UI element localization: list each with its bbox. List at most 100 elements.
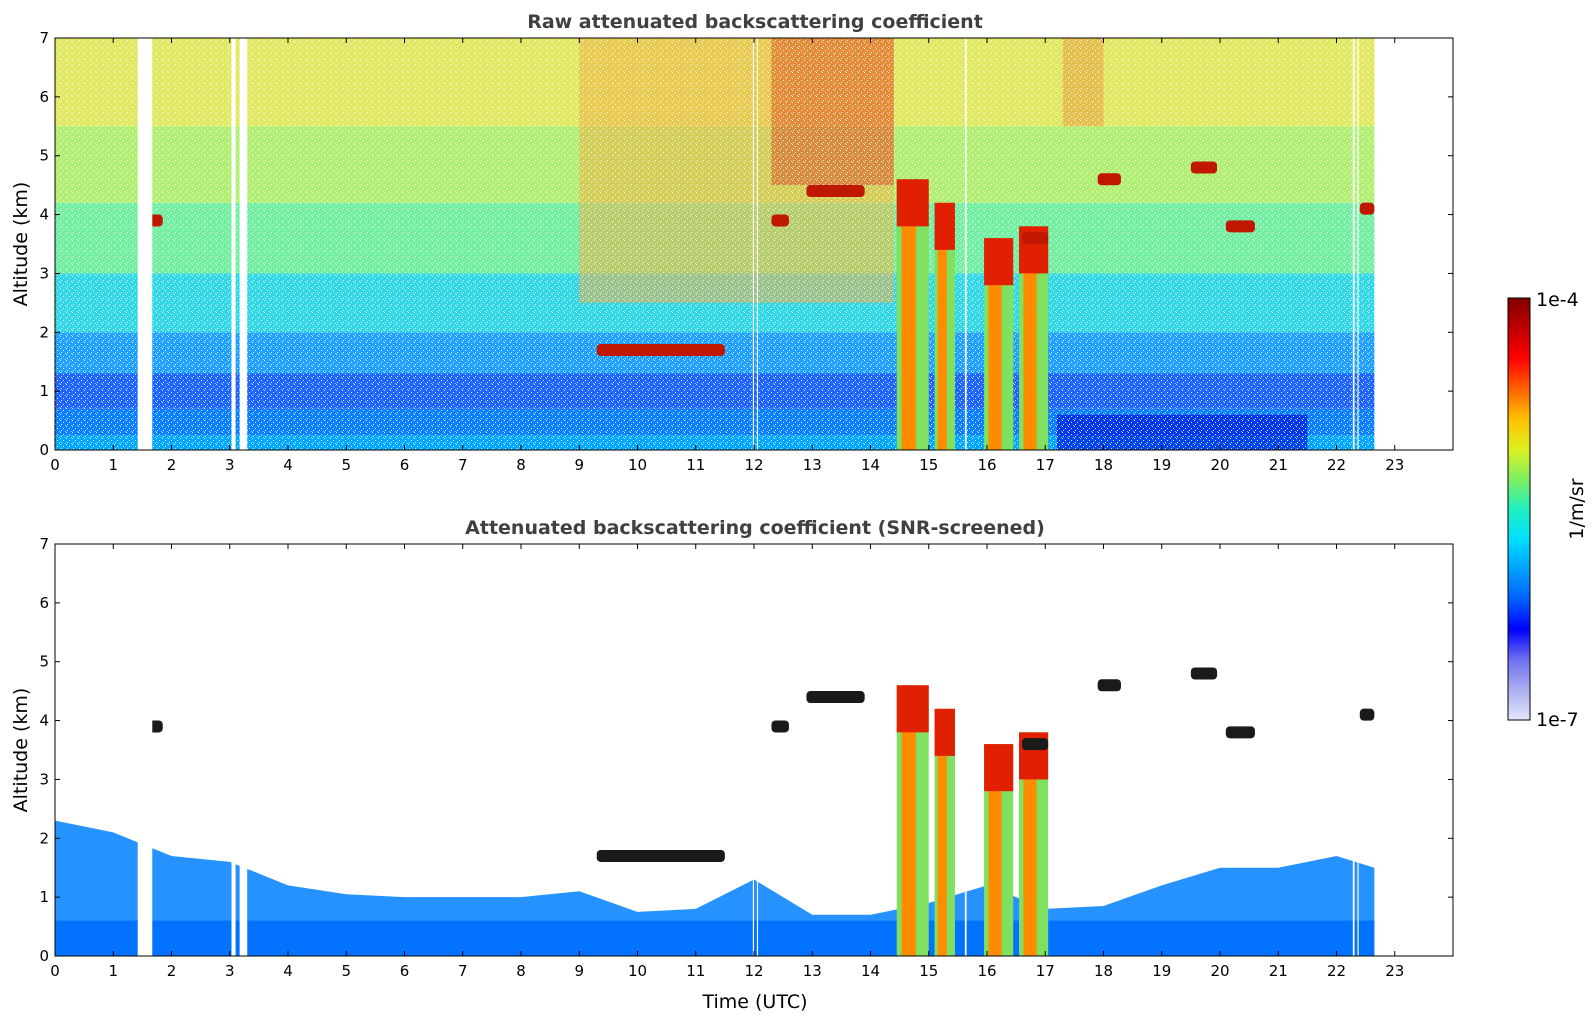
bottom-x-tick-label: 14 [861, 962, 880, 980]
bottom-x-axis: 0 1 2 3 4 5 6 7 8 9 10 11 12 13 14 15 16 17 18 19 20 21 22 23 [50, 544, 1404, 980]
bottom-elevated-layer [596, 849, 725, 862]
top-x-tick-label: 6 [400, 456, 410, 474]
top-data-gap [752, 38, 754, 450]
bottom-x-tick-label: 12 [744, 962, 763, 980]
top-elevated-layer [806, 185, 865, 198]
bottom-y-tick-label: 0 [39, 947, 49, 965]
top-x-tick-label: 19 [1152, 456, 1171, 474]
top-cloud-core [1023, 226, 1037, 450]
colorbar-max-label: 1e-4 [1536, 289, 1579, 311]
top-data-gap [239, 38, 248, 450]
bottom-y-tick-label: 7 [39, 535, 49, 553]
bottom-cloud-top [896, 685, 929, 733]
top-x-tick-label: 23 [1385, 456, 1404, 474]
bottom-panel-title: Attenuated backscattering coefficient (S… [465, 517, 1045, 539]
top-y-tick-label: 5 [39, 147, 49, 165]
bottom-y-tick-label: 5 [39, 653, 49, 671]
bottom-y-tick-label: 2 [39, 829, 49, 847]
bottom-x-tick-label: 15 [919, 962, 938, 980]
top-x-tick-label: 3 [225, 456, 235, 474]
top-data-gap [964, 38, 967, 450]
bottom-data-gap [231, 544, 236, 956]
top-heatmap [55, 38, 1375, 450]
bottom-x-tick-label: 21 [1269, 962, 1288, 980]
bottom-x-tick-label: 2 [167, 962, 177, 980]
top-elevated-layer [1359, 202, 1375, 215]
bottom-y-tick-label: 4 [39, 712, 49, 730]
top-x-tick-label: 2 [167, 456, 177, 474]
top-x-tick-label: 11 [686, 456, 705, 474]
top-x-tick-label: 16 [977, 456, 996, 474]
bottom-cloud-core [988, 744, 1002, 956]
top-y-tick-label: 0 [39, 441, 49, 459]
top-x-tick-label: 10 [628, 456, 647, 474]
top-y-tick-label: 7 [39, 29, 49, 47]
bottom-x-axis-label: Time (UTC) [701, 991, 807, 1013]
top-y-axis: 0 1 2 3 4 5 6 7 [39, 29, 1453, 459]
top-elevated-layer [1097, 173, 1121, 186]
bottom-x-tick-label: 16 [977, 962, 996, 980]
top-x-tick-label: 13 [803, 456, 822, 474]
top-cloud-core [937, 202, 947, 450]
bottom-x-tick-label: 10 [628, 962, 647, 980]
bottom-x-tick-label: 11 [686, 962, 705, 980]
bottom-x-tick-label: 9 [574, 962, 584, 980]
bottom-x-tick-label: 6 [400, 962, 410, 980]
top-elevated-layer [1225, 220, 1255, 233]
bottom-y-tick-label: 1 [39, 888, 49, 906]
bottom-x-tick-label: 1 [108, 962, 118, 980]
bottom-elevated-layer [806, 691, 865, 704]
bottom-x-tick-label: 19 [1152, 962, 1171, 980]
bottom-x-tick-label: 4 [283, 962, 293, 980]
bottom-x-tick-label: 20 [1210, 962, 1229, 980]
bottom-x-tick-label: 23 [1385, 962, 1404, 980]
top-cloud-top [984, 238, 1014, 286]
top-cloud-core [901, 179, 916, 450]
bottom-data-gap [137, 544, 153, 956]
top-x-tick-label: 8 [516, 456, 526, 474]
top-elevated-layer [596, 343, 725, 356]
bottom-elevated-layer [1021, 738, 1049, 751]
bottom-x-tick-label: 22 [1327, 962, 1346, 980]
bottom-x-tick-label: 18 [1094, 962, 1113, 980]
top-y-tick-label: 6 [39, 88, 49, 106]
bottom-x-tick-label: 0 [50, 962, 60, 980]
bottom-x-tick-label: 3 [225, 962, 235, 980]
colorbar-min-label: 1e-7 [1536, 709, 1579, 731]
top-noise-speckle [55, 38, 1375, 450]
bottom-elevated-layer [1097, 679, 1121, 692]
bottom-y-axis-label: Altitude (km) [10, 688, 32, 813]
top-panel-title: Raw attenuated backscattering coefficien… [527, 11, 983, 33]
bottom-boundary-layer-core [55, 920, 1375, 956]
top-x-tick-label: 22 [1327, 456, 1346, 474]
bottom-data-gap [756, 544, 759, 956]
bottom-data-gap [1357, 544, 1359, 956]
top-elevated-layer [1190, 161, 1218, 174]
bottom-elevated-layer [771, 720, 789, 733]
bottom-cloud-core [937, 708, 947, 956]
top-x-tick-label: 0 [50, 456, 60, 474]
top-elevated-layer [771, 214, 789, 227]
bottom-x-tick-label: 7 [458, 962, 468, 980]
top-x-tick-label: 7 [458, 456, 468, 474]
bottom-elevated-layer [1359, 708, 1375, 721]
bottom-data-gap [1352, 544, 1355, 956]
top-data-gap [1352, 38, 1355, 450]
top-x-tick-label: 14 [861, 456, 880, 474]
colorbar-unit-label: 1/m/sr [1566, 478, 1588, 539]
bottom-elevated-layer [1190, 667, 1218, 680]
colorbar-bar [1507, 297, 1531, 721]
top-x-tick-label: 12 [744, 456, 763, 474]
top-y-axis-label: Altitude (km) [10, 182, 32, 307]
bottom-elevated-layer [1225, 726, 1255, 739]
top-x-tick-label: 5 [341, 456, 351, 474]
bottom-y-axis: 0 1 2 3 4 5 6 7 [39, 535, 1453, 965]
top-panel: Raw attenuated backscattering coefficien… [10, 11, 1454, 474]
top-cloud-core [988, 238, 1002, 450]
top-elevated-layer [1021, 232, 1049, 245]
bottom-heatmap [55, 544, 1375, 956]
top-x-tick-label: 4 [283, 456, 293, 474]
top-data-gap [137, 38, 153, 450]
top-x-tick-label: 15 [919, 456, 938, 474]
